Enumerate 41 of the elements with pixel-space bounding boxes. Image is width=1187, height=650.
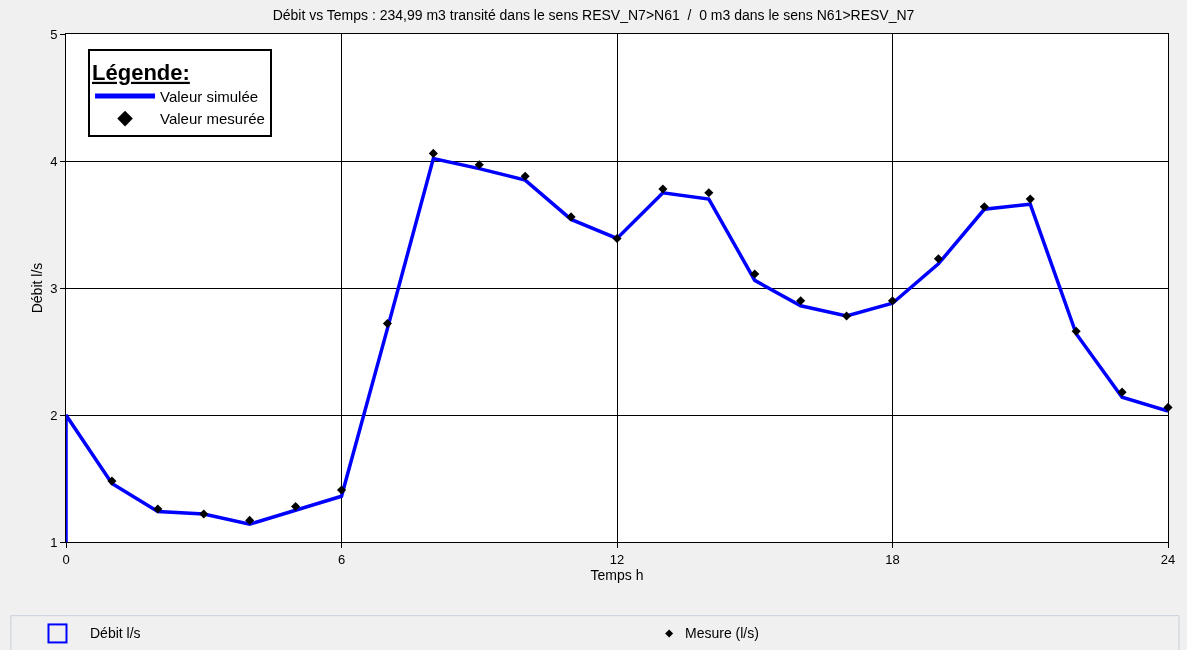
point xyxy=(887,296,898,306)
legend-label: Valeur simulée xyxy=(160,87,259,105)
point xyxy=(566,212,576,222)
text: Mesure (l/s) xyxy=(685,625,759,641)
point xyxy=(107,476,117,486)
point xyxy=(153,504,163,514)
point xyxy=(382,319,392,329)
point xyxy=(1117,387,1127,397)
y-tick-label: 4 xyxy=(50,153,58,169)
point xyxy=(336,485,347,495)
point xyxy=(796,296,806,306)
legend-title: Légende: xyxy=(92,59,190,85)
point xyxy=(474,160,484,170)
point xyxy=(933,254,943,264)
x-tick-label: 12 xyxy=(609,551,625,567)
y-tick-label: 5 xyxy=(50,26,58,42)
x-tick-label: 24 xyxy=(1160,551,1176,567)
point xyxy=(291,501,301,511)
point xyxy=(520,171,530,181)
point xyxy=(428,148,438,158)
y-tick-label: 1 xyxy=(50,534,58,550)
point xyxy=(979,202,989,212)
point xyxy=(245,515,255,525)
y-axis-title: Débit l/s xyxy=(28,262,45,314)
x-tick-label: 6 xyxy=(337,551,346,567)
y-tick-label: 3 xyxy=(50,280,58,296)
point xyxy=(750,269,760,279)
point xyxy=(612,233,622,244)
point xyxy=(199,509,209,519)
text: Débit l/s xyxy=(90,625,141,641)
point xyxy=(1071,326,1081,336)
x-tick-label: 0 xyxy=(62,551,70,567)
y-tick-label: 2 xyxy=(50,407,58,423)
legend-label: Valeur mesurée xyxy=(160,110,265,128)
point xyxy=(658,184,668,194)
x-tick-label: 18 xyxy=(885,551,900,567)
point xyxy=(1025,194,1035,204)
x-axis-title: Temps h xyxy=(590,566,644,583)
point xyxy=(842,311,852,321)
point xyxy=(704,188,714,198)
chart-title: Débit vs Temps : 234,99 m3 transité dans le sens RESV_N7>N61 / 0 m3 dans le sens N61>RESV_N7 xyxy=(272,6,915,23)
